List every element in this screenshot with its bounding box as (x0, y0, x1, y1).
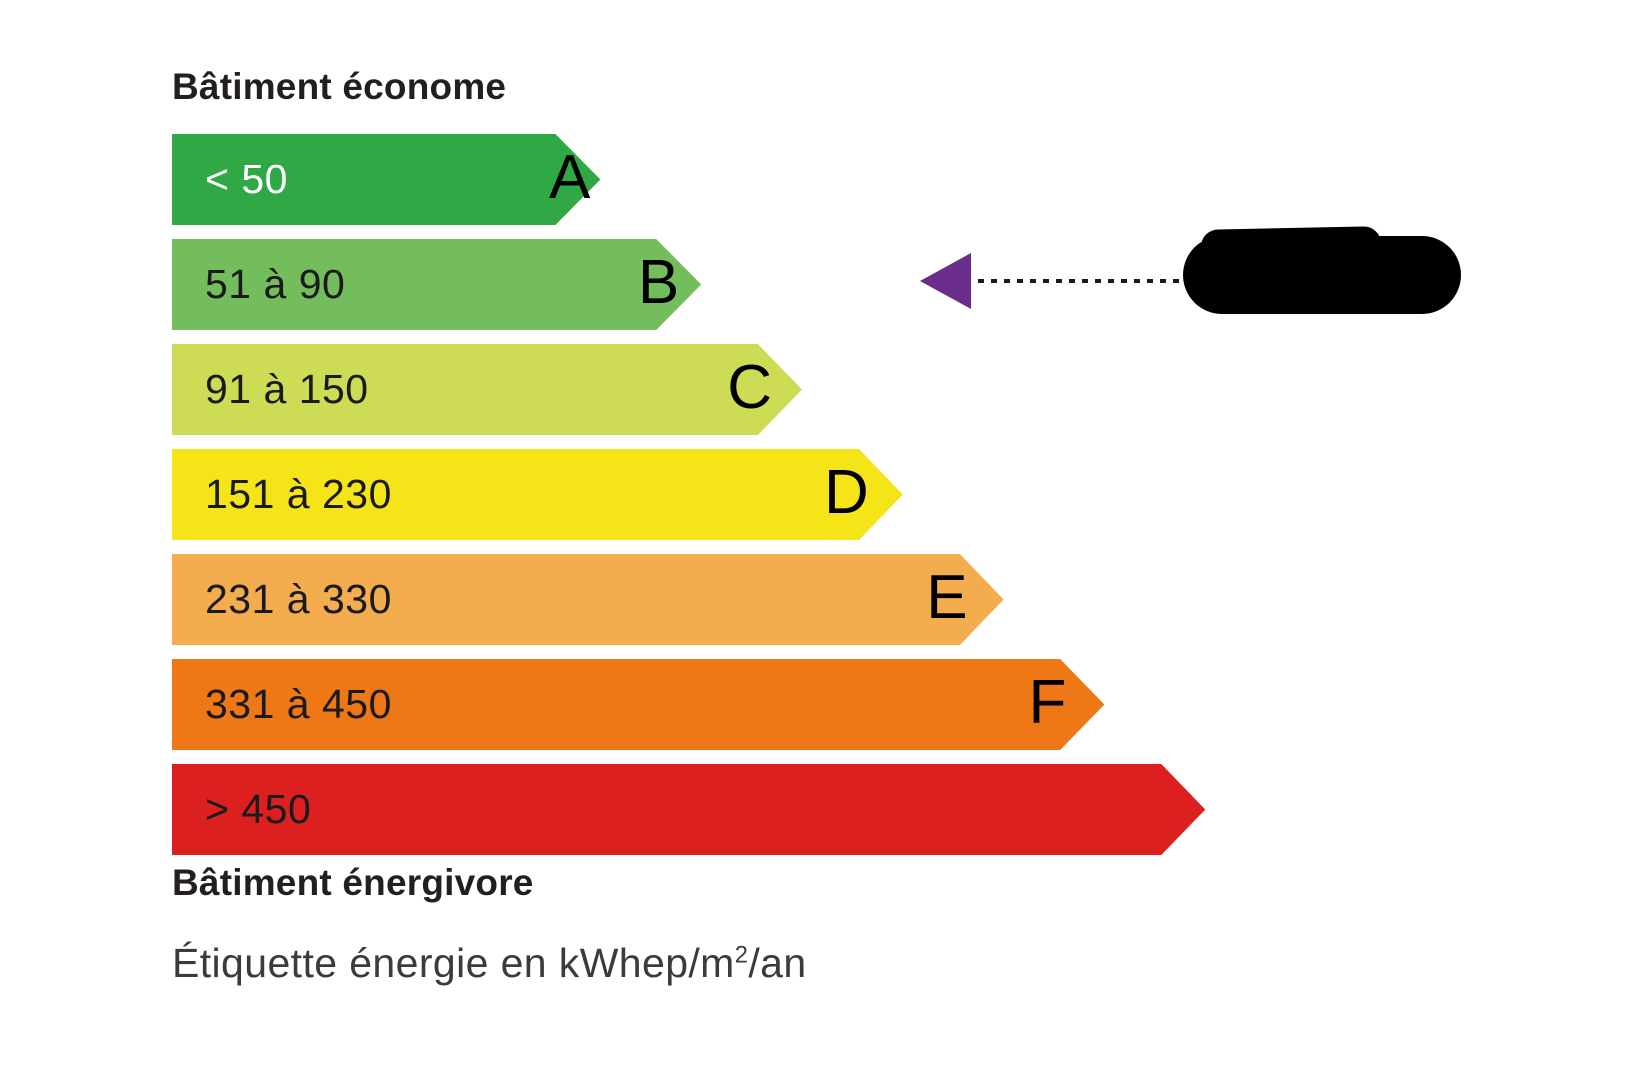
bottom-caption-batiment-energivore: Bâtiment énergivore (172, 862, 534, 903)
energy-band-grade-b: B (637, 248, 680, 317)
bar-arrow-shape-d (172, 449, 903, 540)
units-caption-superscript: 2 (734, 941, 749, 969)
energy-band-bar-d[interactable]: 151 à 230 D (172, 449, 903, 540)
units-caption-suffix: /an (748, 940, 807, 986)
top-caption-batiment-econome: Bâtiment économe (172, 66, 507, 107)
bar-arrow-shape-a (172, 134, 601, 225)
units-caption-prefix: Étiquette énergie en kWhep/m (172, 940, 735, 986)
bar-arrow-shape-f (172, 659, 1105, 750)
energy-band-range-c: 91 à 150 (205, 366, 369, 412)
energy-band-bar-g[interactable]: > 450 (172, 764, 1206, 855)
energy-band-range-f: 331 à 450 (205, 681, 392, 727)
energy-band-range-a: < 50 (205, 156, 288, 202)
bar-arrow-shape-g (172, 764, 1206, 855)
bar-arrow-shape-c (172, 344, 802, 435)
energy-band-row-e[interactable]: 231 à 330 E (172, 554, 1432, 645)
energy-band-grade-e: E (926, 563, 968, 632)
energy-band-row-c[interactable]: 91 à 150 C (172, 344, 1432, 435)
energy-band-row-b[interactable]: 51 à 90 B (172, 239, 1432, 330)
energy-band-grade-c: C (727, 353, 772, 422)
energy-band-grade-a: A (549, 143, 591, 212)
energy-band-grade-f: F (1028, 668, 1067, 737)
energy-band-bar-c[interactable]: 91 à 150 C (172, 344, 802, 435)
energy-band-row-d[interactable]: 151 à 230 D (172, 449, 1432, 540)
energy-band-row-a[interactable]: < 50 A (172, 134, 1432, 225)
bar-arrow-shape-e (172, 554, 1004, 645)
energy-band-range-d: 151 à 230 (205, 471, 392, 517)
energy-band-row-g[interactable]: > 450 (172, 764, 1432, 855)
energy-band-grade-d: D (824, 458, 869, 527)
energy-band-bar-b[interactable]: 51 à 90 B (172, 239, 702, 330)
units-caption: Étiquette énergie en kWhep/m2/an (172, 940, 807, 987)
energy-band-row-f[interactable]: 331 à 450 F (172, 659, 1432, 750)
energy-band-range-g: > 450 (205, 786, 312, 832)
bar-arrow-shape-b (172, 239, 702, 330)
energy-band-bar-a[interactable]: < 50 A (172, 134, 601, 225)
energy-band-bar-e[interactable]: 231 à 330 E (172, 554, 1004, 645)
energy-band-bar-f[interactable]: 331 à 450 F (172, 659, 1105, 750)
energy-grade-bars: < 50 A 51 à 90 B 91 à 150 C (172, 134, 1432, 869)
energy-band-range-b: 51 à 90 (205, 261, 346, 307)
energy-band-range-e: 231 à 330 (205, 576, 392, 622)
